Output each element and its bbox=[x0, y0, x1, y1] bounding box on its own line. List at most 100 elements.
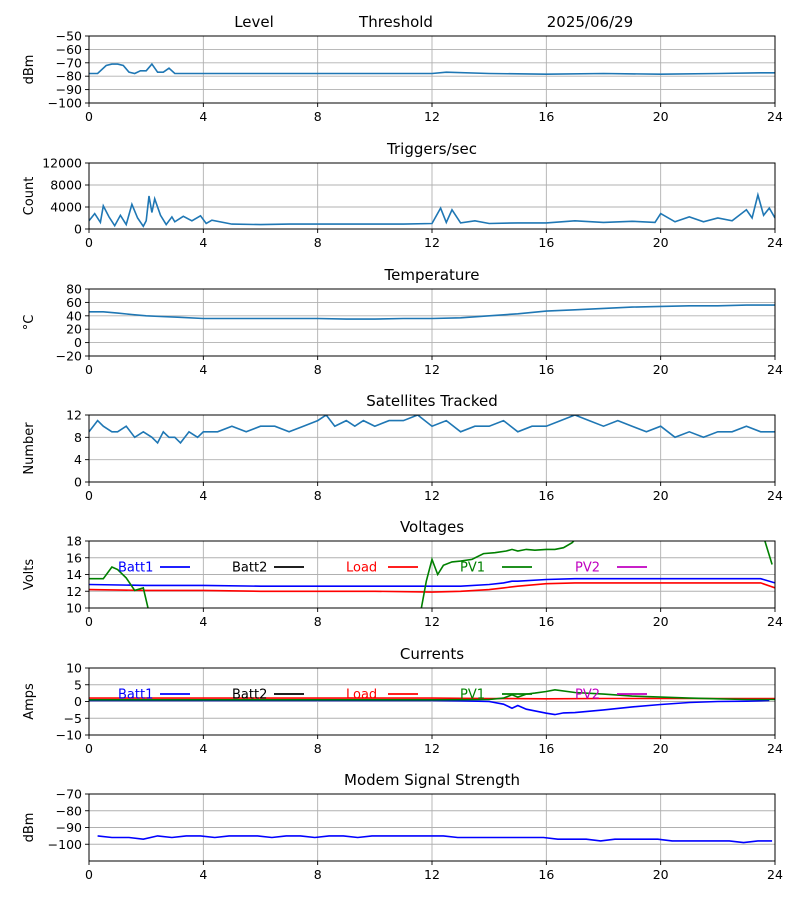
series-line-currents-batt1-0 bbox=[89, 699, 770, 716]
series-line-level-0 bbox=[89, 62, 775, 76]
x-tick-label: 4 bbox=[199, 867, 207, 882]
y-tick-label: −80 bbox=[56, 803, 82, 818]
series-line-voltages-pv1-2 bbox=[89, 566, 149, 608]
x-tick-label: 20 bbox=[653, 741, 669, 756]
x-tick-label: 16 bbox=[538, 614, 554, 629]
y-axis-label: dBm bbox=[22, 813, 37, 843]
x-tick-label: 12 bbox=[424, 867, 440, 882]
x-tick-label: 8 bbox=[314, 235, 322, 250]
series-line-voltages-load-1 bbox=[89, 582, 775, 593]
x-tick-label: 16 bbox=[538, 488, 554, 503]
y-tick-label: 60 bbox=[66, 295, 82, 310]
x-tick-label: 24 bbox=[767, 362, 783, 377]
series-line-satellites-0 bbox=[89, 415, 775, 445]
x-tick-label: 20 bbox=[653, 488, 669, 503]
y-axis-label: Volts bbox=[22, 559, 37, 591]
y-tick-label: −70 bbox=[56, 787, 82, 802]
y-axis-label: Number bbox=[22, 422, 37, 475]
x-tick-label: 16 bbox=[538, 362, 554, 377]
legend-label-pv1: PV1 bbox=[460, 688, 485, 703]
x-tick-label: 0 bbox=[85, 362, 93, 377]
series-line-voltages-batt1-0 bbox=[89, 577, 775, 588]
y-tick-label: −10 bbox=[56, 728, 82, 743]
x-tick-label: 4 bbox=[199, 109, 207, 124]
y-tick-label: −100 bbox=[48, 837, 82, 852]
x-tick-label: 16 bbox=[538, 741, 554, 756]
header-date-label: 2025/06/29 bbox=[547, 13, 633, 31]
x-tick-label: 4 bbox=[199, 362, 207, 377]
x-tick-label: 24 bbox=[767, 867, 783, 882]
panel-title: Modem Signal Strength bbox=[344, 771, 520, 789]
panel-modem: 0 4 8 12 16 20 24 −100 −90 −80−70 Modem Signal Str… bbox=[22, 771, 783, 882]
panel-level: 0 4 8 12 16 20 24 −100−90−80−70−60−50 dBm bbox=[22, 29, 783, 125]
x-tick-label: 4 bbox=[199, 235, 207, 250]
series-line-temperature-0 bbox=[89, 304, 775, 320]
x-tick-label: 20 bbox=[653, 614, 669, 629]
x-tick-label: 16 bbox=[538, 109, 554, 124]
x-tick-label: 12 bbox=[424, 488, 440, 503]
y-tick-label: −20 bbox=[56, 349, 82, 364]
y-tick-label: 16 bbox=[66, 550, 82, 565]
y-tick-label: 80 bbox=[66, 282, 82, 297]
y-tick-label: 18 bbox=[66, 534, 82, 549]
legend-label-batt2: Batt2 bbox=[232, 561, 267, 576]
y-tick-label: −50 bbox=[56, 29, 82, 44]
x-tick-label: 20 bbox=[653, 109, 669, 124]
legend-label-batt1: Batt1 bbox=[118, 561, 153, 576]
y-tick-label: 4 bbox=[74, 452, 82, 467]
y-tick-label: 14 bbox=[66, 567, 82, 582]
x-tick-label: 8 bbox=[314, 488, 322, 503]
x-tick-label: 8 bbox=[314, 867, 322, 882]
legend-label-pv2: PV2 bbox=[575, 561, 600, 576]
y-tick-label: −90 bbox=[56, 82, 82, 97]
x-tick-label: 8 bbox=[314, 614, 322, 629]
x-tick-label: 8 bbox=[314, 362, 322, 377]
legend-label-pv1: PV1 bbox=[460, 561, 485, 576]
x-tick-label: 12 bbox=[424, 235, 440, 250]
x-tick-label: 0 bbox=[85, 741, 93, 756]
legend-label-batt1: Batt1 bbox=[118, 688, 153, 703]
series-line-currents-load-1 bbox=[89, 697, 775, 700]
y-tick-label: 8000 bbox=[50, 178, 82, 193]
panel-triggers: 0 4 8 12 16 20 24 0 4000 8000 12000 Triggers/sec Cou… bbox=[22, 140, 783, 250]
x-tick-label: 8 bbox=[314, 741, 322, 756]
header-threshold-label: Threshold bbox=[358, 13, 433, 31]
x-tick-label: 0 bbox=[85, 488, 93, 503]
series-line-triggers-0 bbox=[89, 191, 775, 228]
y-tick-label: 10 bbox=[66, 661, 82, 676]
y-axis-label: Amps bbox=[22, 683, 37, 720]
y-tick-label: −90 bbox=[56, 820, 82, 835]
x-tick-label: 20 bbox=[653, 235, 669, 250]
x-tick-label: 12 bbox=[424, 741, 440, 756]
x-tick-label: 12 bbox=[424, 109, 440, 124]
x-tick-label: 20 bbox=[653, 867, 669, 882]
y-tick-label: −60 bbox=[56, 42, 82, 57]
x-tick-label: 4 bbox=[199, 488, 207, 503]
x-tick-label: 24 bbox=[767, 109, 783, 124]
x-tick-label: 8 bbox=[314, 109, 322, 124]
y-axis-label: dBm bbox=[22, 55, 37, 85]
header-level-label: Level bbox=[234, 13, 274, 31]
y-tick-label: 0 bbox=[74, 475, 82, 490]
series-line-voltages-pv1-3 bbox=[420, 541, 575, 608]
x-tick-label: 24 bbox=[767, 614, 783, 629]
series-line-voltages-pv1-4 bbox=[764, 541, 773, 565]
x-tick-label: 16 bbox=[538, 867, 554, 882]
y-tick-label: 40 bbox=[66, 308, 82, 323]
y-tick-label: −5 bbox=[64, 711, 82, 726]
panel-title: Triggers/sec bbox=[386, 140, 477, 158]
series-line-modem-0 bbox=[97, 835, 773, 844]
x-tick-label: 24 bbox=[767, 488, 783, 503]
panel-title: Temperature bbox=[383, 266, 479, 284]
y-tick-label: 10 bbox=[66, 601, 82, 616]
x-tick-label: 24 bbox=[767, 235, 783, 250]
x-tick-label: 20 bbox=[653, 362, 669, 377]
x-tick-label: 4 bbox=[199, 614, 207, 629]
x-tick-label: 12 bbox=[424, 362, 440, 377]
